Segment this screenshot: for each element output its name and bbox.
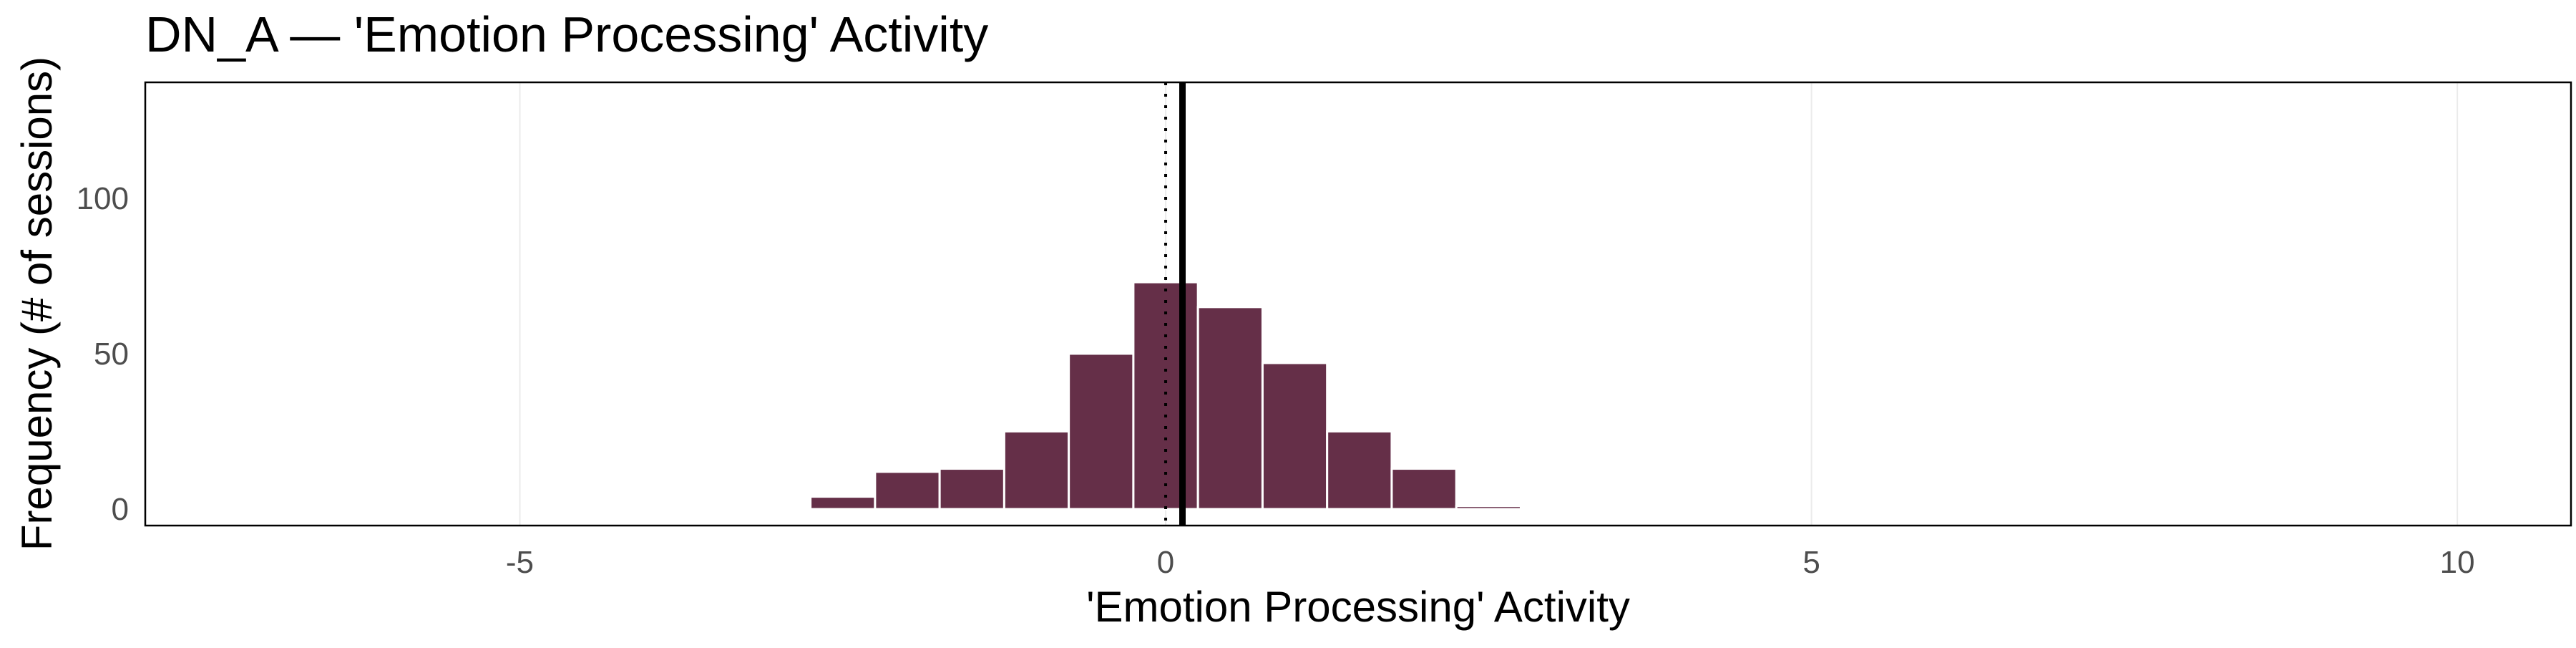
y-axis-label: Frequency (# of sessions) bbox=[13, 57, 61, 551]
x-tick-label: 5 bbox=[1802, 545, 1820, 580]
x-axis-ticks: -5 0 5 10 bbox=[506, 545, 2475, 580]
x-tick-label: -5 bbox=[506, 545, 534, 580]
x-tick-label: 0 bbox=[1157, 545, 1174, 580]
histogram-bar bbox=[1196, 306, 1264, 511]
y-tick-label: 0 bbox=[112, 492, 129, 527]
histogram-bar bbox=[809, 495, 877, 511]
histogram-bar bbox=[1390, 468, 1458, 511]
reference-lines bbox=[1164, 82, 1186, 526]
histogram-bar bbox=[874, 470, 941, 511]
panel-border bbox=[144, 81, 2572, 527]
y-tick-label: 50 bbox=[94, 337, 129, 372]
chart-title: DN_A — 'Emotion Processing' Activity bbox=[145, 6, 988, 62]
histogram-bar bbox=[1068, 352, 1135, 511]
histogram-bar bbox=[1132, 281, 1199, 511]
gridlines bbox=[519, 82, 2459, 526]
bars bbox=[809, 281, 1522, 511]
histogram-bar bbox=[1455, 505, 1522, 511]
histogram-bar bbox=[938, 468, 1005, 511]
y-axis-ticks: 0 50 100 bbox=[77, 181, 129, 527]
histogram-bar bbox=[1261, 362, 1329, 511]
histogram-bar bbox=[1002, 430, 1070, 511]
y-tick-label: 100 bbox=[77, 181, 129, 216]
x-axis-label: 'Emotion Processing' Activity bbox=[1086, 583, 1630, 631]
x-tick-label: 10 bbox=[2440, 545, 2475, 580]
histogram-bar bbox=[1326, 430, 1393, 511]
